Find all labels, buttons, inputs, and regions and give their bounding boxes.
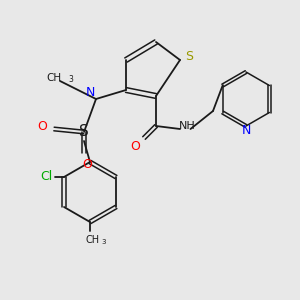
Text: 3: 3: [68, 75, 73, 84]
Text: CH: CH: [46, 73, 62, 83]
Text: S: S: [79, 124, 89, 140]
Text: N: N: [85, 86, 95, 100]
Text: O: O: [130, 140, 140, 154]
Text: NH: NH: [179, 121, 196, 131]
Text: 3: 3: [102, 238, 106, 244]
Text: CH: CH: [86, 235, 100, 245]
Text: O: O: [82, 158, 92, 172]
Text: Cl: Cl: [40, 170, 52, 184]
Text: O: O: [37, 119, 47, 133]
Text: S: S: [185, 50, 193, 64]
Text: N: N: [241, 124, 251, 137]
